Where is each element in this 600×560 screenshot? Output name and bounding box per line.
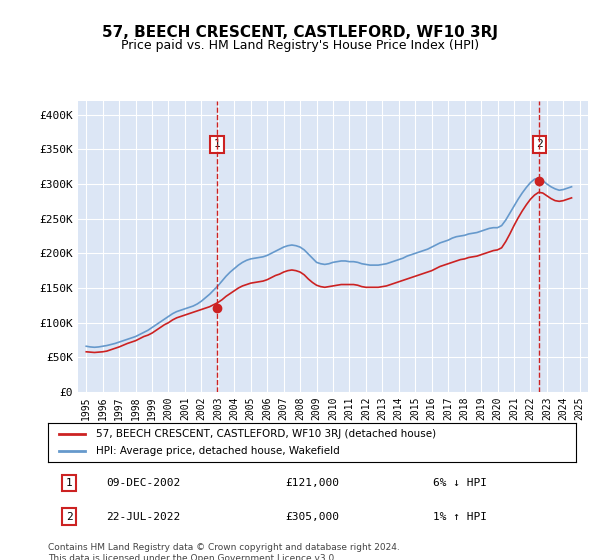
Text: 57, BEECH CRESCENT, CASTLEFORD, WF10 3RJ (detached house): 57, BEECH CRESCENT, CASTLEFORD, WF10 3RJ…: [95, 429, 436, 439]
Text: £121,000: £121,000: [285, 478, 339, 488]
Text: 1% ↑ HPI: 1% ↑ HPI: [433, 512, 487, 521]
Text: HPI: Average price, detached house, Wakefield: HPI: Average price, detached house, Wake…: [95, 446, 339, 456]
Text: 22-JUL-2022: 22-JUL-2022: [106, 512, 180, 521]
Text: 6% ↓ HPI: 6% ↓ HPI: [433, 478, 487, 488]
Text: 57, BEECH CRESCENT, CASTLEFORD, WF10 3RJ: 57, BEECH CRESCENT, CASTLEFORD, WF10 3RJ: [102, 25, 498, 40]
Text: Contains HM Land Registry data © Crown copyright and database right 2024.
This d: Contains HM Land Registry data © Crown c…: [48, 543, 400, 560]
Text: 2: 2: [66, 512, 73, 521]
Text: 1: 1: [66, 478, 73, 488]
Text: 09-DEC-2002: 09-DEC-2002: [106, 478, 180, 488]
Text: 1: 1: [214, 139, 220, 150]
Text: 2: 2: [536, 139, 543, 150]
Text: Price paid vs. HM Land Registry's House Price Index (HPI): Price paid vs. HM Land Registry's House …: [121, 39, 479, 52]
Text: £305,000: £305,000: [285, 512, 339, 521]
